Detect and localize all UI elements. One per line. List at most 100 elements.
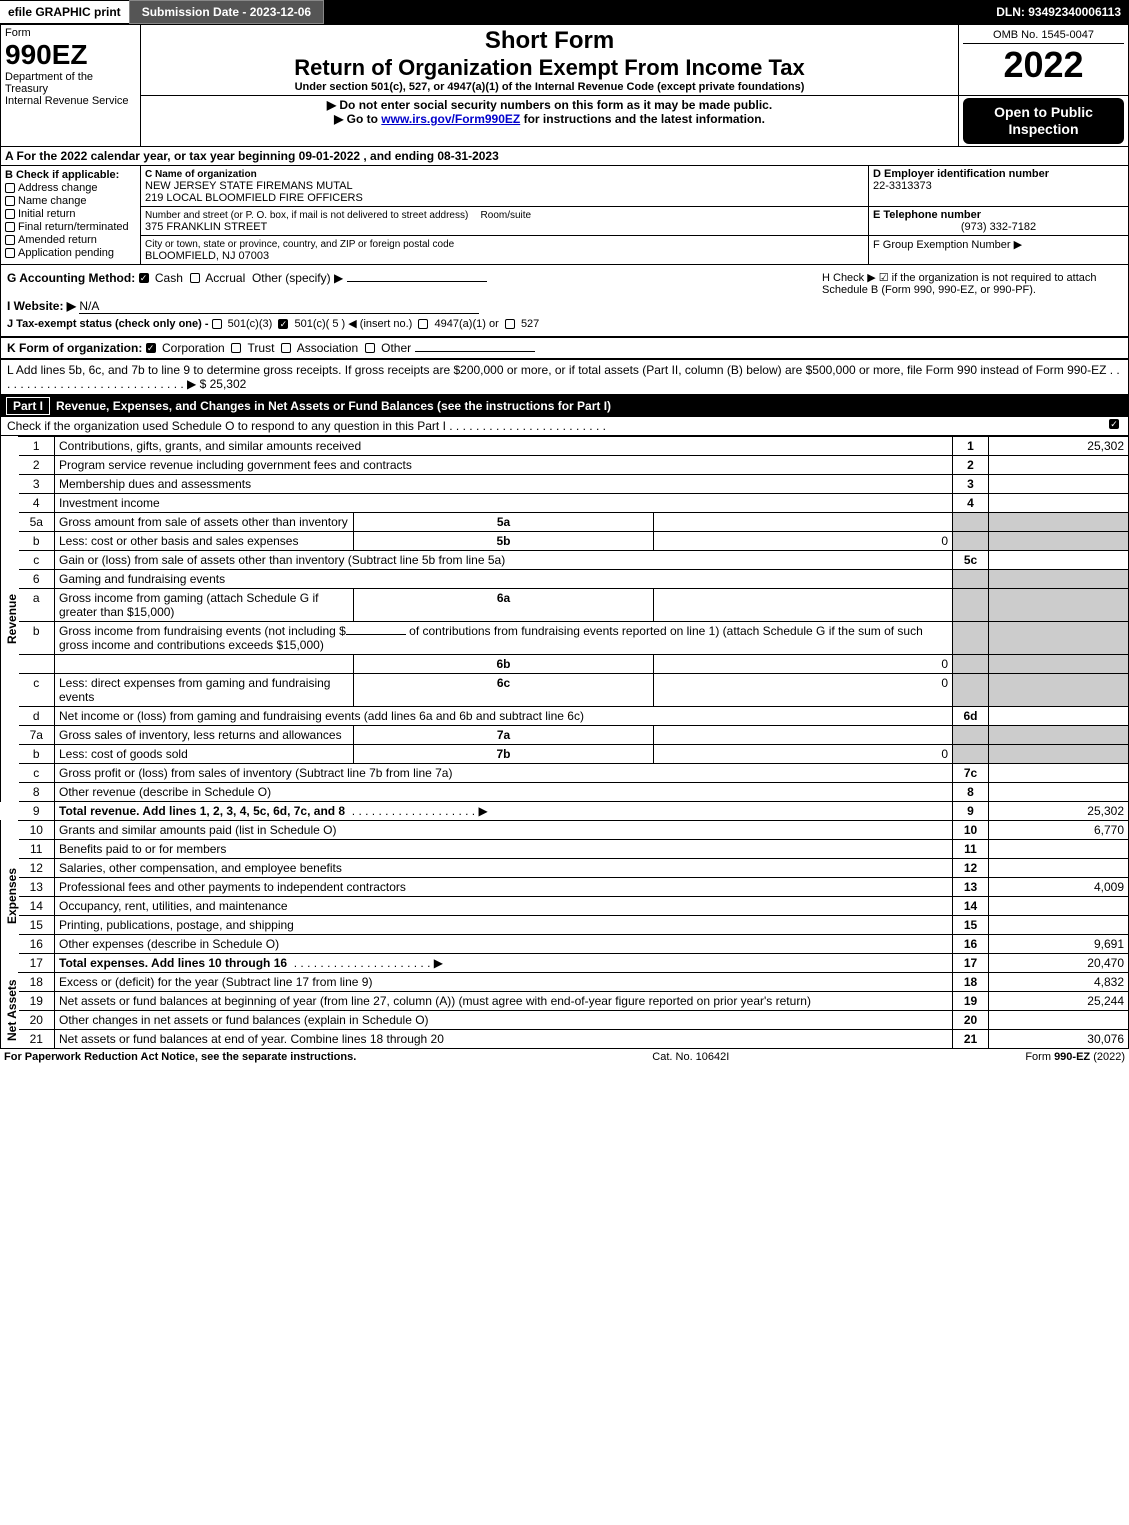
cb-initial-return[interactable]: Initial return xyxy=(5,208,136,220)
line-8-ref: 8 xyxy=(953,782,989,801)
cb-schedule-o[interactable]: ✓ xyxy=(1109,419,1119,429)
line-4-amt xyxy=(989,493,1129,512)
cb-cash[interactable]: ✓ xyxy=(139,273,149,283)
org-name-1: NEW JERSEY STATE FIREMANS MUTAL xyxy=(145,180,353,192)
dept-label: Department of the Treasury Internal Reve… xyxy=(5,71,136,107)
lbl-other-org: Other xyxy=(381,341,411,355)
line-20-ref: 20 xyxy=(953,1010,989,1029)
line-15-ref: 15 xyxy=(953,915,989,934)
cb-application-pending[interactable]: Application pending xyxy=(5,247,136,259)
lbl-corporation: Corporation xyxy=(162,341,225,355)
lbl-accrual: Accrual xyxy=(205,271,245,285)
line-5b-text: Less: cost or other basis and sales expe… xyxy=(55,531,354,550)
sec-c-name-lbl: C Name of organization xyxy=(145,169,257,180)
cb-final-return[interactable]: Final return/terminated xyxy=(5,221,136,233)
cb-association[interactable] xyxy=(281,343,291,353)
line-6-text: Gaming and fundraising events xyxy=(55,569,953,588)
cb-4947[interactable] xyxy=(418,319,428,329)
submission-date: Submission Date - 2023-12-06 xyxy=(129,0,324,24)
line-21-ref: 21 xyxy=(953,1029,989,1048)
cb-501c[interactable]: ✓ xyxy=(278,319,288,329)
efile-label[interactable]: efile GRAPHIC print xyxy=(0,1,129,23)
line-9-amt: 25,302 xyxy=(989,801,1129,820)
line-7a-ref: 7a xyxy=(354,725,653,744)
other-org-input[interactable] xyxy=(415,351,535,352)
sec-c-addr-lbl: Number and street (or P. O. box, if mail… xyxy=(145,210,468,221)
line-13-text: Professional fees and other payments to … xyxy=(55,877,953,896)
cb-corporation[interactable]: ✓ xyxy=(146,343,156,353)
line-6b-amt: 0 xyxy=(653,654,952,673)
line-5b-amt: 0 xyxy=(653,531,952,550)
cb-name-change[interactable]: Name change xyxy=(5,195,136,207)
sec-d-lbl: D Employer identification number xyxy=(873,168,1124,180)
line-8-amt xyxy=(989,782,1129,801)
lbl-527: 527 xyxy=(521,318,539,330)
lbl-501c: 501(c)( 5 ) ◀ (insert no.) xyxy=(294,318,412,330)
line-20-amt xyxy=(989,1010,1129,1029)
omb-number: OMB No. 1545-0047 xyxy=(963,27,1124,44)
cb-527[interactable] xyxy=(505,319,515,329)
section-a: A For the 2022 calendar year, or tax yea… xyxy=(0,147,1129,165)
line-12-text: Salaries, other compensation, and employ… xyxy=(55,858,953,877)
line-18-ref: 18 xyxy=(953,972,989,991)
top-bar: efile GRAPHIC print Submission Date - 20… xyxy=(0,0,1129,24)
line-1-amt: 25,302 xyxy=(989,436,1129,455)
line-5b-ref: 5b xyxy=(354,531,653,550)
cb-501c3[interactable] xyxy=(212,319,222,329)
line-1-ref: 1 xyxy=(953,436,989,455)
line-21-amt: 30,076 xyxy=(989,1029,1129,1048)
line-16-amt: 9,691 xyxy=(989,934,1129,953)
open-inspection: Open to Public Inspection xyxy=(963,98,1124,144)
line-6b-input[interactable] xyxy=(346,634,406,635)
line-11-text: Benefits paid to or for members xyxy=(55,839,953,858)
lbl-association: Association xyxy=(297,341,358,355)
part1-table: Revenue 1Contributions, gifts, grants, a… xyxy=(0,436,1129,1049)
tax-year: 2022 xyxy=(963,44,1124,86)
line-6d-ref: 6d xyxy=(953,706,989,725)
line-6d-text: Net income or (loss) from gaming and fun… xyxy=(55,706,953,725)
other-method-input[interactable] xyxy=(347,281,487,282)
line-17-ref: 17 xyxy=(953,953,989,972)
line-6d-amt xyxy=(989,706,1129,725)
line-6c-ref: 6c xyxy=(354,673,653,706)
line-13-amt: 4,009 xyxy=(989,877,1129,896)
line-21-text: Net assets or fund balances at end of ye… xyxy=(55,1029,953,1048)
line-10-text: Grants and similar amounts paid (list in… xyxy=(55,820,953,839)
line-7a-text: Gross sales of inventory, less returns a… xyxy=(55,725,354,744)
line-3-amt xyxy=(989,474,1129,493)
line-7c-text: Gross profit or (loss) from sales of inv… xyxy=(55,763,953,782)
line-14-ref: 14 xyxy=(953,896,989,915)
line-7a-amt xyxy=(653,725,952,744)
expenses-side-label: Expenses xyxy=(1,820,19,972)
sec-k-lbl: K Form of organization: xyxy=(7,341,142,355)
irs-link[interactable]: www.irs.gov/Form990EZ xyxy=(381,112,520,126)
line-4-text: Investment income xyxy=(55,493,953,512)
org-address: 375 FRANKLIN STREET xyxy=(145,221,267,233)
line-7c-amt xyxy=(989,763,1129,782)
sec-h: H Check ▶ ☑ if the organization is not r… xyxy=(822,271,1122,296)
line-17-text: Total expenses. Add lines 10 through 16 … xyxy=(55,953,953,972)
cb-address-change[interactable]: Address change xyxy=(5,182,136,194)
revenue-side-label: Revenue xyxy=(1,436,19,801)
line-3-ref: 3 xyxy=(953,474,989,493)
footer-right: Form 990-EZ (2022) xyxy=(1025,1051,1125,1063)
line-6a-text: Gross income from gaming (attach Schedul… xyxy=(55,588,354,621)
line-13-ref: 13 xyxy=(953,877,989,896)
cb-amended-return[interactable]: Amended return xyxy=(5,234,136,246)
sec-e-lbl: E Telephone number xyxy=(873,209,1124,221)
footer-mid: Cat. No. 10642I xyxy=(652,1051,729,1063)
line-2-text: Program service revenue including govern… xyxy=(55,455,953,474)
footer: For Paperwork Reduction Act Notice, see … xyxy=(0,1049,1129,1065)
cb-other-org[interactable] xyxy=(365,343,375,353)
line-17-amt: 20,470 xyxy=(989,953,1129,972)
part1-badge: Part I xyxy=(6,397,50,415)
line-2-amt xyxy=(989,455,1129,474)
line-14-text: Occupancy, rent, utilities, and maintena… xyxy=(55,896,953,915)
line-2-ref: 2 xyxy=(953,455,989,474)
part1-check-row: Check if the organization used Schedule … xyxy=(0,417,1129,436)
title-sub: Under section 501(c), 527, or 4947(a)(1)… xyxy=(145,81,954,93)
cb-accrual[interactable] xyxy=(190,273,200,283)
lbl-other-method: Other (specify) ▶ xyxy=(252,271,343,285)
cb-trust[interactable] xyxy=(231,343,241,353)
line-18-amt: 4,832 xyxy=(989,972,1129,991)
